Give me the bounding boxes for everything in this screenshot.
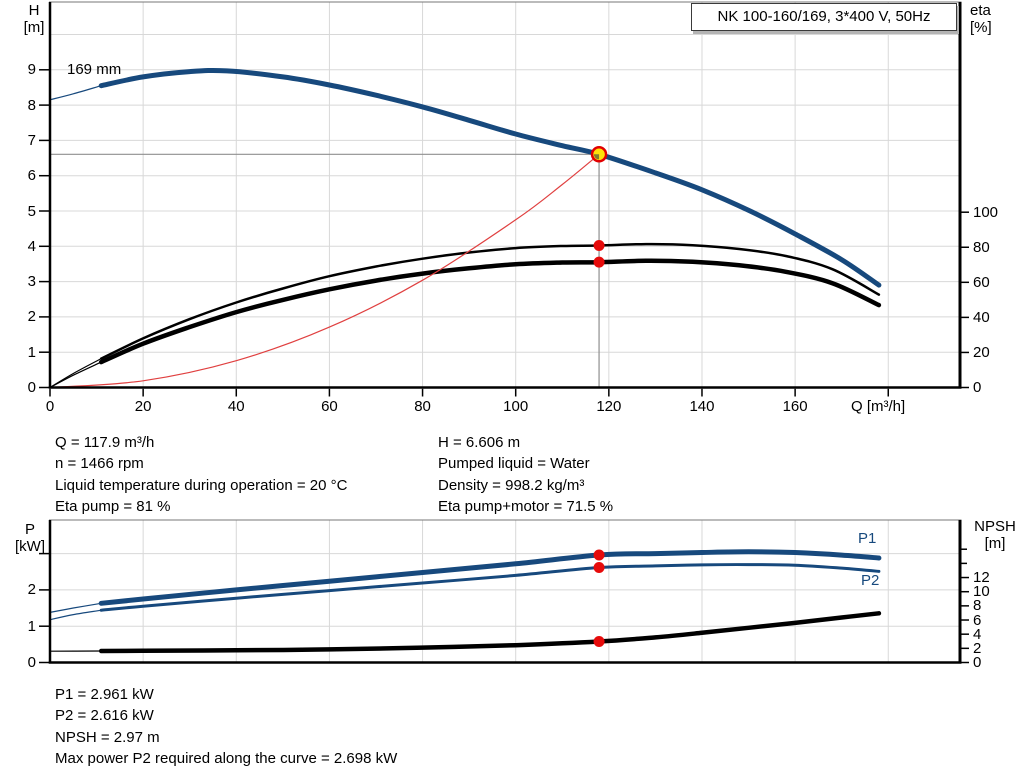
- x-axis-tick-label: 60: [321, 398, 338, 415]
- curve-p2: [99, 563, 881, 612]
- curve-eta-pump: [99, 242, 881, 360]
- x-axis-tick-label: 160: [782, 398, 808, 415]
- right-axis-tick-label: 8: [973, 597, 982, 615]
- p2-series-label: P2: [861, 572, 880, 589]
- duty-point-info-right: H = 6.606 m Pumped liquid = Water Density …: [438, 432, 613, 517]
- left-axis-tick-label: 2: [27, 581, 36, 599]
- right-axis-tick-label: 10: [973, 583, 990, 601]
- right-axis-tick-label: 20: [973, 343, 990, 361]
- curve-eta-pump-motor: [98, 258, 882, 365]
- left-axis-tick-label: 1: [27, 617, 36, 635]
- left-axis-tick-label: 1: [27, 343, 36, 361]
- info-line: H = 6.606 m: [438, 434, 521, 451]
- curve-pump-curve-169-mm-thin: [49, 85, 102, 101]
- right-axis-tick-label: 2: [973, 639, 982, 657]
- x-axis-tick-label: 40: [227, 398, 245, 415]
- impeller-size-label: 169 mm: [67, 61, 122, 78]
- curve-npsh: [98, 611, 882, 654]
- curve-p1-thin: [49, 602, 102, 613]
- right-axis-tick-label: 0: [973, 379, 982, 396]
- h-axis-label-line1: H: [28, 2, 40, 19]
- p-axis-label: P [kW]: [12, 521, 48, 555]
- duty-dot-eta-pump-motor: [593, 256, 605, 268]
- p-axis-label-line1: P: [24, 521, 35, 538]
- curve-eta-pump-motor-thin: [49, 361, 102, 389]
- x-axis-tick-label: 20: [134, 398, 152, 415]
- info-line: P1 = 2.961 kW: [55, 686, 154, 703]
- info-line: Pumped liquid = Water: [438, 455, 590, 473]
- eta-axis-label: eta [%]: [970, 2, 1008, 36]
- h-axis-label: H [m]: [20, 2, 48, 36]
- x-axis-tick-label: 120: [596, 398, 622, 415]
- info-line: Q = 117.9 m³/h: [55, 434, 155, 451]
- right-axis-tick-label: 0: [973, 654, 982, 671]
- h-axis-label-line2: [m]: [23, 19, 45, 36]
- left-axis-tick-label: 4: [27, 237, 36, 255]
- left-axis-tick-label: 2: [27, 308, 36, 326]
- info-line: Max power P2 required along the curve = …: [55, 749, 398, 767]
- left-axis-tick-label: 7: [27, 131, 36, 149]
- right-axis-tick-label: 12: [973, 569, 990, 587]
- info-line: P2 = 2.616 kW: [55, 707, 154, 725]
- info-line: Eta pump+motor = 71.5 %: [438, 497, 614, 515]
- right-axis-tick-label: 100: [973, 203, 999, 221]
- x-axis-tick-label: 0: [45, 398, 55, 415]
- npsh-axis-label-line1: NPSH: [974, 518, 1016, 535]
- curve-pump-curve-169-mm: [98, 67, 882, 288]
- eta-axis-label-line1: eta: [970, 2, 991, 19]
- q-axis-unit-label: Q [m³/h]: [851, 398, 906, 415]
- duty-dot-npsh: [593, 635, 605, 647]
- info-line: Eta pump = 81 %: [55, 497, 171, 515]
- left-axis-tick-label: 9: [27, 61, 36, 79]
- curve-p1: [98, 549, 882, 606]
- curve-system-curve-thin: [49, 153, 600, 389]
- right-axis-tick-label: 80: [973, 238, 990, 256]
- x-axis-tick-label: 80: [414, 398, 431, 415]
- right-axis-tick-label: 40: [973, 308, 990, 326]
- duty-dot-p2: [593, 562, 605, 574]
- left-axis-tick-label: 0: [27, 654, 36, 671]
- left-axis-tick-label: 8: [27, 96, 36, 114]
- left-axis-tick-label: 3: [27, 273, 36, 291]
- p1-series-label: P1: [858, 530, 877, 547]
- x-axis-tick-label: 100: [503, 398, 529, 415]
- info-line: n = 1466 rpm: [55, 455, 144, 473]
- right-axis-tick-label: 60: [973, 273, 990, 291]
- left-axis-tick-label: 6: [27, 167, 36, 185]
- right-axis-tick-label: 6: [973, 611, 982, 629]
- right-axis-tick-label: 4: [973, 625, 982, 643]
- p-axis-label-line2: [kW]: [15, 538, 45, 555]
- info-line: Density = 998.2 kg/m³: [438, 476, 585, 494]
- power-npsh-info: P1 = 2.961 kW P2 = 2.616 kW NPSH = 2.97 m M…: [55, 684, 397, 769]
- duty-dot-eta-pump: [593, 240, 605, 252]
- info-line: Liquid temperature during operation = 20…: [55, 476, 348, 494]
- duty-dot-p1: [593, 549, 605, 561]
- left-axis-tick-label: 0: [27, 379, 36, 396]
- x-axis-tick-label: 140: [689, 398, 715, 415]
- duty-point-info-left: Q = 117.9 m³/h n = 1466 rpm Liquid tempera…: [55, 432, 347, 517]
- left-axis-tick-label: 5: [27, 202, 36, 220]
- npsh-axis-label-line2: [m]: [984, 535, 1006, 552]
- curve-p2-thin: [49, 609, 102, 621]
- npsh-axis-label: NPSH [m]: [966, 518, 1024, 552]
- eta-axis-label-line2: [%]: [970, 19, 992, 36]
- info-line: NPSH = 2.97 m: [55, 728, 160, 746]
- pump-title-box: NK 100-160/169, 3*400 V, 50Hz: [691, 3, 957, 31]
- operating-point-wedge: [593, 154, 600, 160]
